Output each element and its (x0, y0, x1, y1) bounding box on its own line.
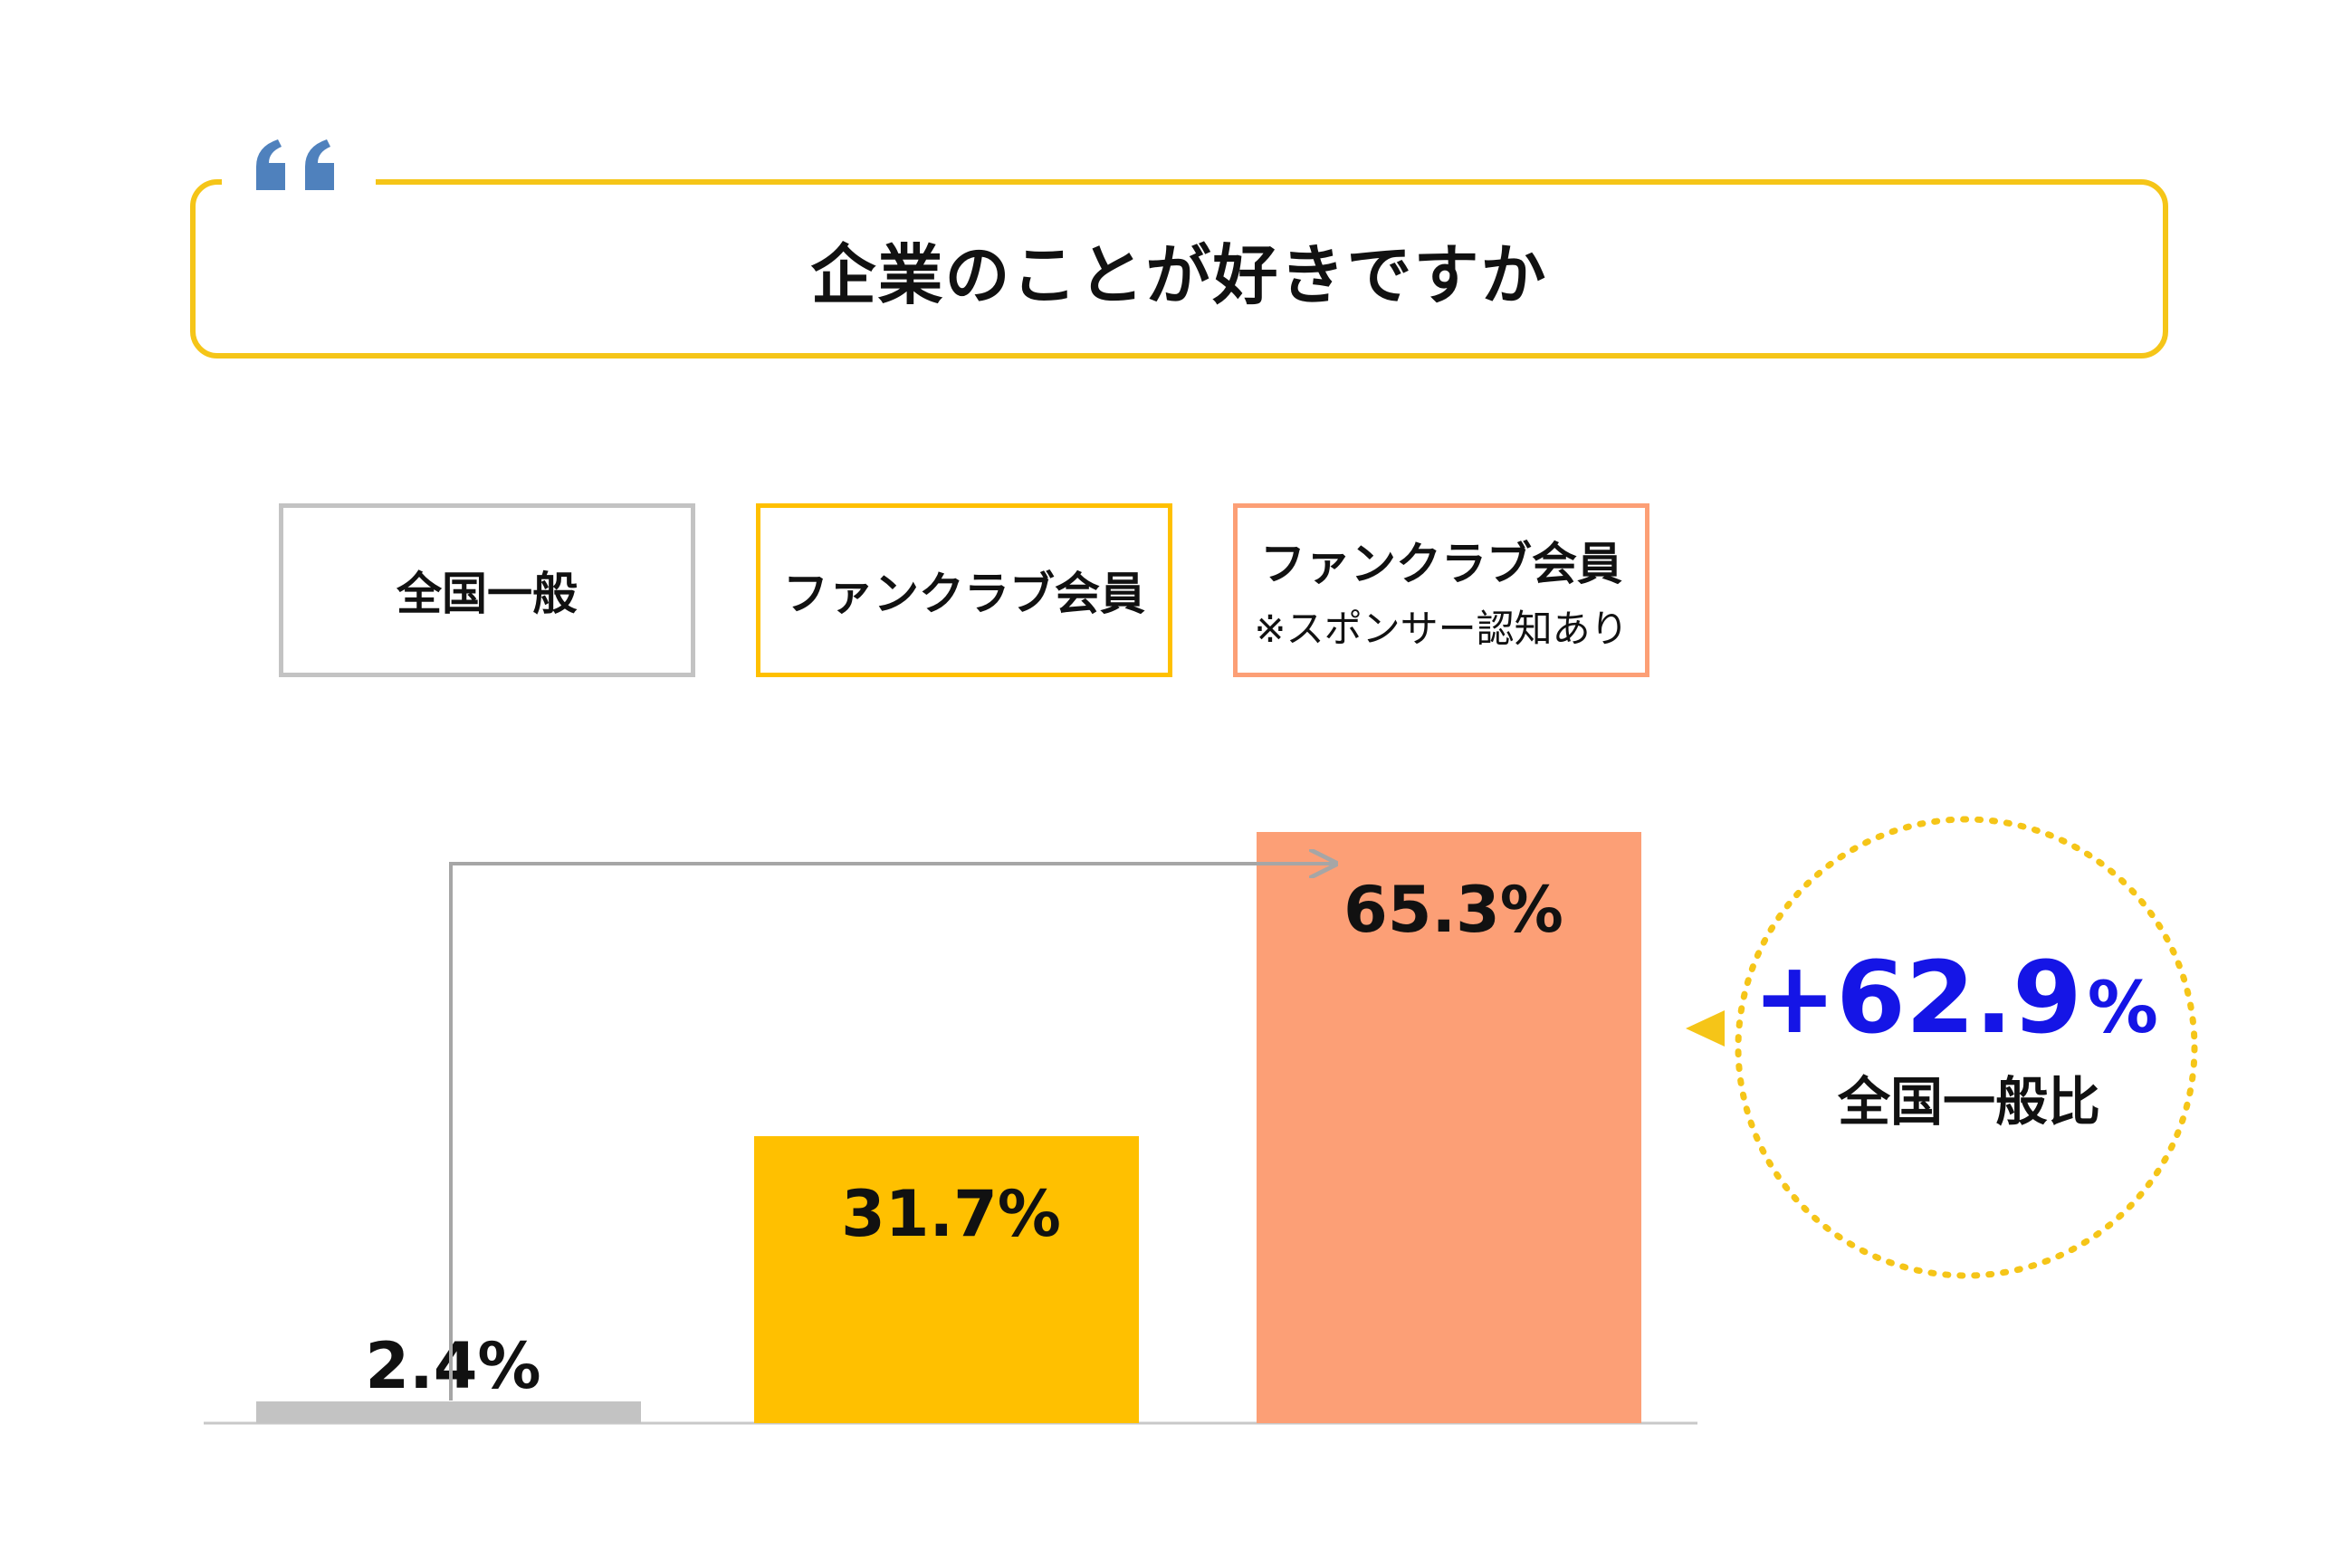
bar-value-label-fanclub-sponsor: 65.3% (1343, 873, 1563, 947)
callout-number: +62.9 (1753, 940, 2082, 1056)
bar-value-label-fanclub: 31.7% (841, 1177, 1061, 1251)
callout-label: 全国一般比 (1837, 1071, 2100, 1133)
legend-item-fanclub-sponsor: ファンクラブ会員 ※スポンサー認知あり (1233, 503, 1649, 677)
quote-icon (222, 136, 376, 226)
comparison-arrow (449, 864, 1335, 1401)
question-title: 企業のことが好きですか (810, 236, 1548, 313)
bar-value-label-general: 2.4% (365, 1329, 540, 1403)
legend-item-fanclub: ファンクラブ会員 (756, 503, 1172, 677)
legend-label-fanclub: ファンクラブ会員 (783, 568, 1145, 620)
bar-fanclub-sponsor (1257, 832, 1641, 1423)
quote-glyph (256, 139, 334, 190)
legend-label-general: 全国一般 (397, 568, 578, 620)
bar-general (256, 1401, 641, 1423)
callout-circle (1735, 816, 2198, 1279)
bar-fanclub (754, 1136, 1139, 1423)
question-box: 企業のことが好きですか (190, 179, 2168, 359)
callout-pointer-icon (1686, 1010, 1725, 1047)
callout-value: +62.9% (1753, 940, 2158, 1056)
legend-label-fanclub-sponsor: ファンクラブ会員 (1260, 537, 1622, 590)
legend-sublabel-sponsor: ※スポンサー認知あり (1254, 606, 1629, 651)
callout-unit: % (2088, 968, 2158, 1049)
legend-item-general: 全国一般 (279, 503, 695, 677)
callout: +62.9% 全国一般比 (1686, 816, 2198, 1279)
